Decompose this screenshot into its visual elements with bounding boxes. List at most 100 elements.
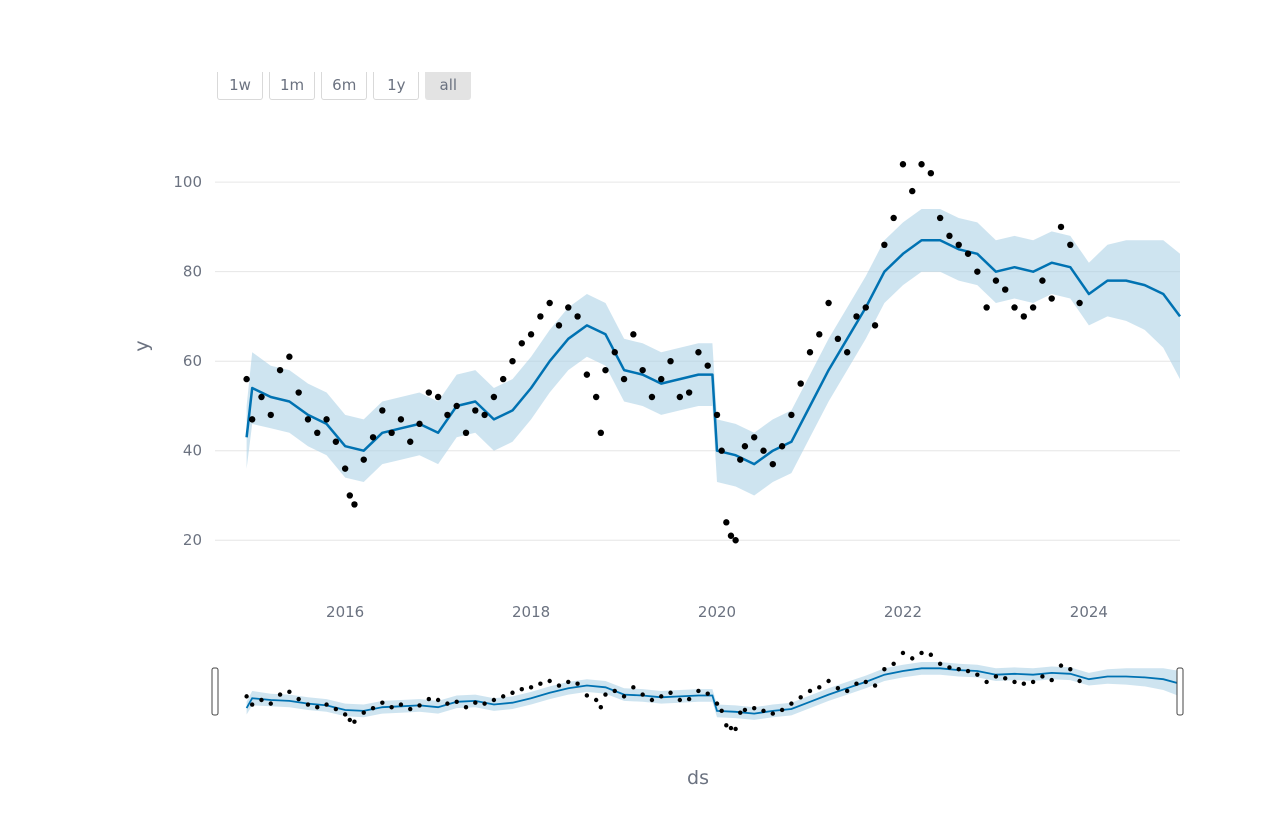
observed-point: [509, 357, 516, 365]
observed-point: [737, 456, 744, 463]
observed-point: [323, 416, 330, 423]
range-slider-point: [370, 705, 376, 711]
observed-point: [727, 532, 735, 539]
range-slider-point: [826, 678, 831, 684]
range-slider-point: [593, 697, 599, 703]
observed-point: [462, 429, 470, 437]
range-slider-point: [528, 685, 534, 690]
observed-point: [909, 187, 916, 195]
range-button-6m[interactable]: 6m: [321, 72, 368, 100]
range-slider-point: [500, 694, 506, 699]
range-slider-point: [640, 692, 645, 697]
range-slider-handle-right[interactable]: [1176, 667, 1184, 716]
x-tick-label: 2022: [884, 603, 922, 621]
range-slider-handle-left[interactable]: [211, 667, 219, 716]
range-slider-point: [482, 701, 487, 706]
observed-point: [267, 411, 274, 419]
range-slider-point: [719, 708, 724, 714]
x-tick-label: 2024: [1070, 603, 1108, 621]
observed-point: [630, 331, 637, 338]
range-slider-point: [547, 678, 552, 684]
uncertainty-band: [246, 209, 1181, 496]
y-tick-label: 100: [173, 173, 202, 191]
range-slider-point: [1077, 678, 1082, 684]
range-slider-point: [417, 703, 422, 708]
observed-point: [1076, 299, 1083, 307]
range-button-all[interactable]: all: [425, 72, 472, 100]
y-axis-title: y: [131, 340, 153, 351]
observed-point: [1067, 241, 1074, 249]
range-slider-point: [612, 688, 617, 694]
observed-point: [314, 429, 321, 437]
range-slider-point: [519, 686, 524, 692]
range-slider-line: [245, 667, 1181, 715]
range-slider-point: [473, 700, 478, 705]
range-slider-point: [305, 702, 311, 707]
observed-point: [481, 411, 488, 419]
range-slider-point: [445, 701, 450, 706]
range-slider-point: [296, 696, 301, 702]
observed-point: [602, 366, 609, 374]
observed-point: [597, 429, 605, 437]
range-slider[interactable]: [211, 643, 1184, 738]
range-slider-point: [686, 696, 692, 702]
range-slider-point: [333, 706, 339, 712]
range-slider-point: [454, 699, 459, 705]
range-slider-point: [817, 685, 822, 690]
range-slider-point: [342, 712, 348, 717]
range-slider-point: [361, 710, 366, 715]
range-slider-point: [408, 706, 413, 712]
observed-point: [574, 313, 581, 320]
observed-point: [243, 375, 250, 383]
observed-point: [1039, 277, 1046, 284]
range-slider-point: [287, 689, 292, 695]
range-slider-point: [510, 690, 515, 695]
range-button-1m[interactable]: 1m: [269, 72, 316, 100]
observed-point: [1002, 286, 1009, 293]
range-slider-point: [807, 688, 813, 694]
observed-point: [723, 519, 730, 526]
observed-point: [346, 492, 354, 499]
observed-point: [248, 416, 256, 423]
observed-point: [1048, 295, 1055, 302]
observed-point: [453, 402, 460, 410]
range-slider-point: [566, 679, 571, 685]
range-slider-point: [649, 697, 655, 703]
range-slider-point: [835, 686, 841, 691]
x-axis-title: ds: [687, 767, 709, 789]
observed-point: [472, 407, 479, 414]
range-slider-point: [491, 697, 497, 703]
observed-point: [964, 250, 972, 257]
range-selector: 1w 1m 6m 1y all: [217, 72, 472, 100]
observed-point: [425, 389, 433, 396]
range-button-1y[interactable]: 1y: [373, 72, 420, 100]
range-slider-point: [937, 661, 943, 667]
range-slider-point: [668, 690, 673, 695]
observed-point: [276, 366, 284, 374]
range-slider-point: [993, 674, 999, 679]
observed-point: [769, 460, 777, 468]
observed-point: [788, 411, 795, 419]
observed-point: [741, 443, 749, 450]
observed-point: [797, 380, 804, 387]
y-tick-label: 40: [183, 442, 202, 460]
range-button-1w[interactable]: 1w: [217, 72, 263, 100]
observed-point: [295, 389, 302, 396]
range-slider-point: [1030, 679, 1036, 685]
observed-point: [286, 353, 293, 360]
range-slider-point: [900, 650, 906, 656]
observed-point: [778, 443, 786, 450]
x-axis-ticks: 2016 2018 2020 2022 2024: [326, 603, 1108, 621]
observed-point: [444, 411, 451, 419]
range-slider-point: [956, 667, 961, 672]
observed-point: [843, 349, 851, 356]
range-slider-point: [738, 710, 743, 715]
range-slider-point: [1040, 674, 1045, 679]
range-slider-point: [882, 667, 887, 672]
range-slider-point: [315, 705, 320, 710]
observed-point: [853, 313, 860, 320]
range-slider-point: [1049, 677, 1054, 683]
range-slider-point: [347, 717, 353, 723]
range-slider-point: [1003, 676, 1008, 681]
range-slider-point: [463, 705, 469, 710]
